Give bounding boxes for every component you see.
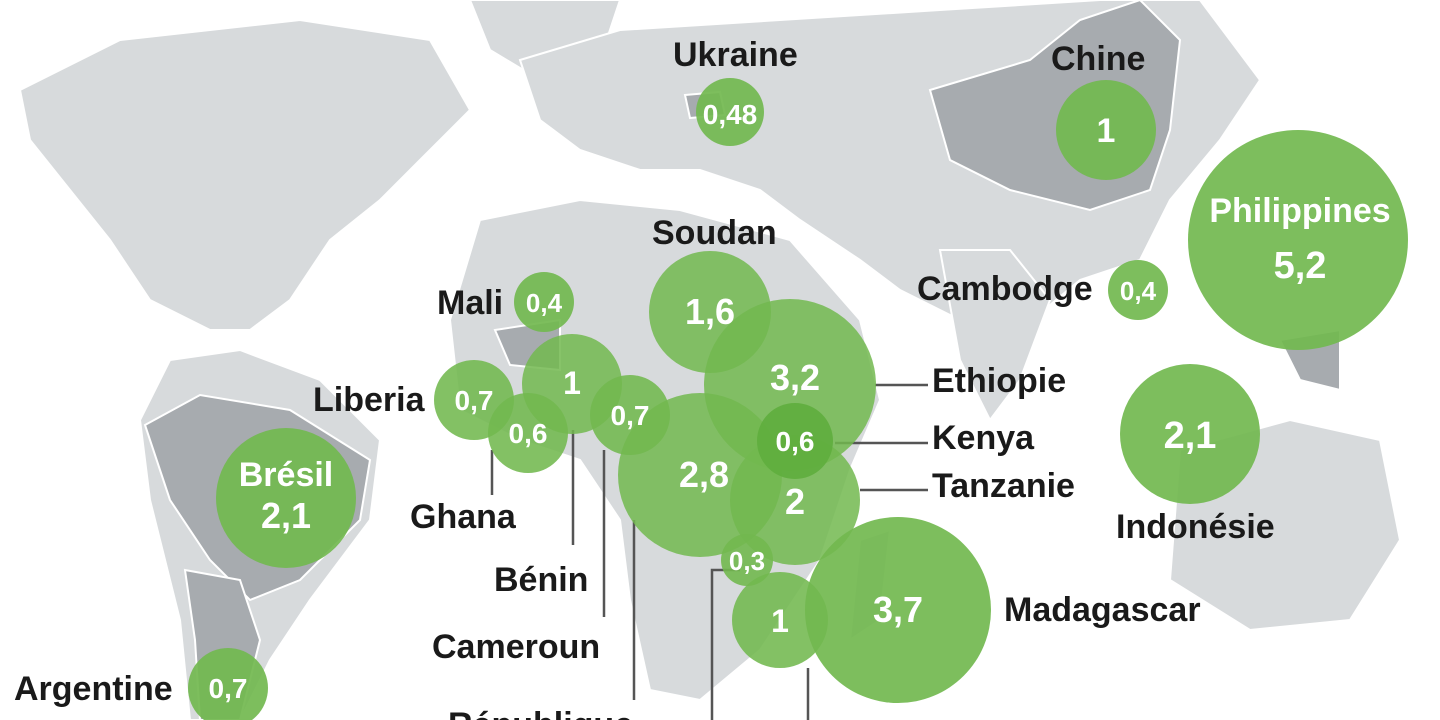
bubble-circle-indonesie [1120,364,1260,504]
bubble-circle-cambodge [1108,260,1168,320]
label-republique: République [448,706,633,720]
bubble-value-bresil: 2,1 [261,495,311,536]
north-america-land [18,18,472,331]
bubble-circle-small-a [721,534,773,586]
label-madagascar: Madagascar [1004,591,1201,629]
bubble-value-ukraine: 0,48 [703,99,758,130]
bubble-circle-ghana [488,393,568,473]
bubble-value-indonesie: 2,1 [1164,415,1217,457]
bubble-circle-ukraine [696,78,764,146]
bubble-circle-cameroun [590,375,670,455]
bubble-circle-bresil [216,428,356,568]
bubble-circle-tanzanie [730,435,860,565]
label-ukraine: Ukraine [673,36,798,74]
bubble-circle-madagascar [805,517,991,703]
label-argentine: Argentine [14,670,173,708]
bubble-circle-philippines [1188,130,1408,350]
bubble-value-kenya: 0,6 [776,426,815,457]
bubble-label-philippines: Philippines [1209,192,1390,230]
bubble-small-a: 0,3 [721,534,773,586]
country-labels: Ukraine Chine Soudan Cambodge Mali Ethio… [14,36,1275,720]
label-chine: Chine [1051,40,1145,78]
bubble-circle-argentine [188,648,268,720]
bubble-value-cambodge: 0,4 [1120,276,1157,306]
bubble-value-chine: 1 [1097,112,1116,150]
bubble-value-republique: 2,8 [679,454,729,495]
bubble-tanzanie: 2 [730,435,860,565]
label-cambodge: Cambodge [917,270,1093,308]
label-ethiopie: Ethiopie [932,362,1066,400]
bubble-circle-mali [514,272,574,332]
bubble-circle-chine [1056,80,1156,180]
label-mali: Mali [437,284,503,322]
bubble-bresil: Brésil 2,1 [216,428,356,568]
bubble-label-bresil: Brésil [239,456,334,494]
bubble-value-liberia: 0,7 [455,385,494,416]
bubble-kenya: 0,6 [757,403,833,479]
bubble-mali: 0,4 [514,272,574,332]
bubble-ghana: 0,6 [488,393,568,473]
label-soudan: Soudan [652,214,777,252]
bubble-value-benin: 1 [563,365,581,401]
bubble-value-mali: 0,4 [526,288,563,318]
india-land [938,249,1052,422]
label-kenya: Kenya [932,419,1035,457]
bubble-circle-kenya [757,403,833,479]
bubble-ukraine: 0,48 [696,78,764,146]
bubble-value-small-b: 1 [771,603,789,639]
bubble-value-madagascar: 3,7 [873,589,923,630]
bubble-cameroun: 0,7 [590,375,670,455]
label-cameroun: Cameroun [432,628,600,666]
label-liberia: Liberia [313,381,426,419]
bubble-chine: 1 [1056,80,1156,180]
bubble-value-ethiopie: 3,2 [770,357,820,398]
bubble-value-tanzanie: 2 [785,481,805,522]
bubble-madagascar: 3,7 [805,517,991,703]
bubble-value-philippines: 5,2 [1274,245,1327,287]
bubble-value-ghana: 0,6 [509,418,548,449]
label-indonesie: Indonésie [1116,508,1275,546]
bubble-indonesie: 2,1 [1120,364,1260,504]
bubble-philippines: Philippines 5,2 [1188,130,1408,350]
bubble-value-small-a: 0,3 [729,546,765,576]
bubble-value-soudan: 1,6 [685,291,735,332]
label-tanzanie: Tanzanie [932,467,1075,505]
bubble-argentine: 0,7 [188,648,268,720]
bubble-small-b: 1 [732,572,828,668]
bubble-cambodge: 0,4 [1108,260,1168,320]
label-benin: Bénin [494,561,588,599]
label-ghana: Ghana [410,498,517,536]
bubble-value-cameroun: 0,7 [611,400,650,431]
bubble-circle-small-b [732,572,828,668]
bubble-value-argentine: 0,7 [209,673,248,704]
bubbles: 0,48 1 Philippines 5,2 1,6 0,4 0,4 3,2 [188,78,1408,720]
